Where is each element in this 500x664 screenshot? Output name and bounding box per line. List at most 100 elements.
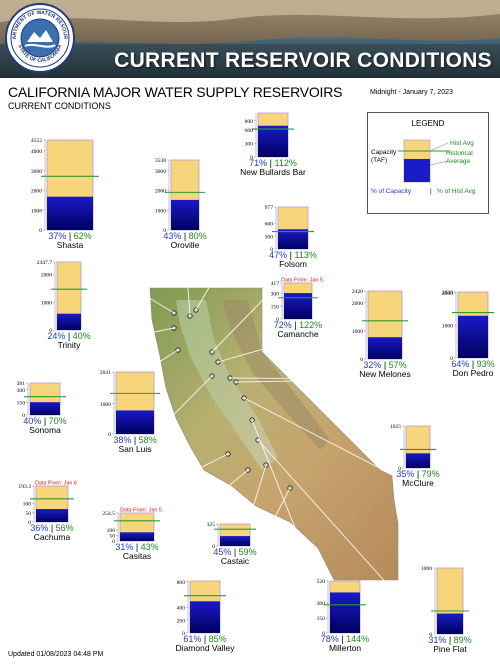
reservoir-name-shasta: Shasta <box>57 240 84 250</box>
y-tick-label-shasta: 2000 <box>31 189 42 195</box>
y-tick-label-trinity: 1000 <box>41 300 52 306</box>
chart-folsom: 977 600 300 047% | 113%Folsom <box>265 205 317 269</box>
storage-bar-casitas <box>120 532 154 541</box>
pct-line-san-luis: 38% | 58% <box>113 435 156 445</box>
reservoir-name-mcclure: McClure <box>402 478 434 488</box>
legend-historical-average: Historical Average <box>446 150 473 165</box>
report-date: Midnight - January 7, 2023 <box>370 89 453 96</box>
y-tick-label-don-pedro: 1000 <box>442 324 453 330</box>
y-tick-label-diamond-valley: 0 <box>182 631 185 637</box>
reservoir-name-new-melones: New Melones <box>359 369 411 379</box>
storage-bar-millerton <box>330 592 360 633</box>
y-tick-label-castaic: 325 <box>207 522 216 528</box>
page-title: CALIFORNIA MAJOR WATER SUPPLY RESERVOIRS <box>8 84 343 100</box>
y-tick-label-camanche: 150 <box>271 304 280 310</box>
pct-capacity-pine-flat: 31% <box>428 635 449 645</box>
leader-pine-flat <box>257 439 451 655</box>
pct-line-castaic: 45% | 59% <box>213 547 256 557</box>
banner-title: CURRENT RESERVOIR CONDITIONS <box>114 49 492 72</box>
chart-castaic: 325 045% | 59%Castaic <box>207 522 257 566</box>
chart-new-bullards-bar: 800 600 300 071% | 112%New Bullards Bar <box>240 112 306 177</box>
y-tick-label-millerton: 300 <box>317 601 326 607</box>
y-tick-label-mcclure: 0 <box>398 466 401 472</box>
chart-oroville: 3538 3000 2000 1000 043% | 80%Oroville <box>155 158 207 250</box>
storage-bar-sonoma <box>30 402 60 415</box>
pct-separator: | <box>51 523 56 533</box>
leader-don-pedro <box>235 377 474 383</box>
y-tick-label-pine-flat: 0 <box>429 632 432 638</box>
reservoir-name-cachuma: Cachuma <box>34 532 71 542</box>
y-tick-label-sonoma: 0 <box>22 413 25 419</box>
legend-pct-capacity: % of Capacity <box>371 188 412 195</box>
chart-shasta: 4552 4000 3000 2000 1008 0 37% | 62%Shasta <box>31 138 99 250</box>
y-tick-label-new-bullards-bar: 0 <box>250 155 253 161</box>
y-tick-label-new-melones: 0 <box>360 357 363 363</box>
pct-hist-shasta: 62% <box>74 231 92 241</box>
pct-hist-mcclure: 79% <box>422 469 440 479</box>
storage-bar-shasta <box>47 196 93 230</box>
pct-separator: | <box>204 634 209 644</box>
pct-hist-camanche: 122% <box>299 320 322 330</box>
pct-capacity-millerton: 78% <box>321 634 342 644</box>
pct-capacity-don-pedro: 64% <box>451 359 472 369</box>
leader-millerton <box>251 419 346 654</box>
reservoir-name-san-luis: San Luis <box>118 444 151 454</box>
pct-capacity-san-luis: 38% <box>113 435 134 445</box>
page-subtitle: CURRENT CONDITIONS <box>8 101 111 111</box>
y-tick-label-diamond-valley: 800 <box>177 580 186 586</box>
pct-separator: | <box>234 547 239 557</box>
legend-capacity: Capacity (TAF) <box>371 149 397 164</box>
y-tick-label-new-melones: 2420 <box>352 289 363 295</box>
y-tick-label-castaic: 0 <box>212 544 215 550</box>
y-tick-label-cachuma: 100 <box>23 502 32 508</box>
reservoir-name-pine-flat: Pine Flat <box>433 644 467 654</box>
leader-new-melones <box>229 377 386 380</box>
leader-san-luis <box>134 375 213 455</box>
y-tick-label-camanche: 300 <box>271 291 280 297</box>
y-tick-label-pine-flat: 1000 <box>421 566 432 572</box>
y-tick-label-diamond-valley: 200 <box>177 618 186 624</box>
chart-diamond-valley: 800 400 200 061% | 85%Diamond Valley <box>176 580 236 653</box>
y-tick-label-diamond-valley: 400 <box>177 606 186 612</box>
y-tick-label-shasta: 4552 <box>31 138 42 144</box>
y-tick-label-casitas: 0 <box>112 539 115 545</box>
storage-bar-mcclure <box>406 453 430 468</box>
pct-hist-new-melones: 57% <box>389 360 407 370</box>
pct-separator: | <box>449 635 454 645</box>
y-tick-label-shasta: 4000 <box>31 149 42 155</box>
pct-line-trinity: 24% | 40% <box>47 331 90 341</box>
pct-hist-new-bullards-bar: 112% <box>275 158 297 168</box>
pct-separator: | <box>417 469 422 479</box>
pct-separator: | <box>270 158 275 168</box>
y-tick-label-new-melones: 1000 <box>352 329 363 335</box>
legend-hist-avg: Hist Avg <box>450 140 474 147</box>
pct-capacity-folsom: 47% <box>269 250 290 260</box>
leader-lines <box>44 176 474 655</box>
leader-folsom <box>211 268 294 353</box>
chart-camanche: 417 300 150 0 Data From: Jan 5 72% | 122%Cama… <box>271 278 323 340</box>
pct-line-millerton: 78% | 144% <box>321 634 369 644</box>
y-tick-label-oroville: 3538 <box>155 158 166 164</box>
data-date-note-casitas: Data From: Jan 5 <box>120 508 162 514</box>
legend-title: LEGEND <box>411 119 445 128</box>
y-tick-label-shasta: 3000 <box>31 169 42 175</box>
y-tick-label-oroville: 0 <box>163 228 166 234</box>
chart-pine-flat: 1000 031% | 89%Pine Flat <box>421 566 472 654</box>
pct-capacity-mcclure: 35% <box>396 469 417 479</box>
reservoir-name-camanche: Camanche <box>277 329 318 339</box>
y-tick-label-cachuma: 50 <box>25 511 31 517</box>
pct-hist-sonoma: 70% <box>49 416 67 426</box>
pct-separator: | <box>184 231 189 241</box>
pct-line-casitas: 31% | 43% <box>115 542 158 552</box>
chart-trinity: 2447.7 2000 1000 024% | 40%Trinity <box>37 260 91 350</box>
updated-timestamp: Updated 01/08/2023 04:48 PM <box>8 651 104 658</box>
pct-hist-pine-flat: 89% <box>454 635 472 645</box>
dwr-seal-logo: DEPARTMENT OF WATER RESOURCES STATE OF C… <box>4 2 75 73</box>
pct-capacity-sonoma: 40% <box>23 416 44 426</box>
y-tick-label-new-bullards-bar: 600 <box>245 128 254 134</box>
y-tick-label-new-bullards-bar: 300 <box>245 142 254 148</box>
leader-new-bullards-bar <box>195 176 274 311</box>
